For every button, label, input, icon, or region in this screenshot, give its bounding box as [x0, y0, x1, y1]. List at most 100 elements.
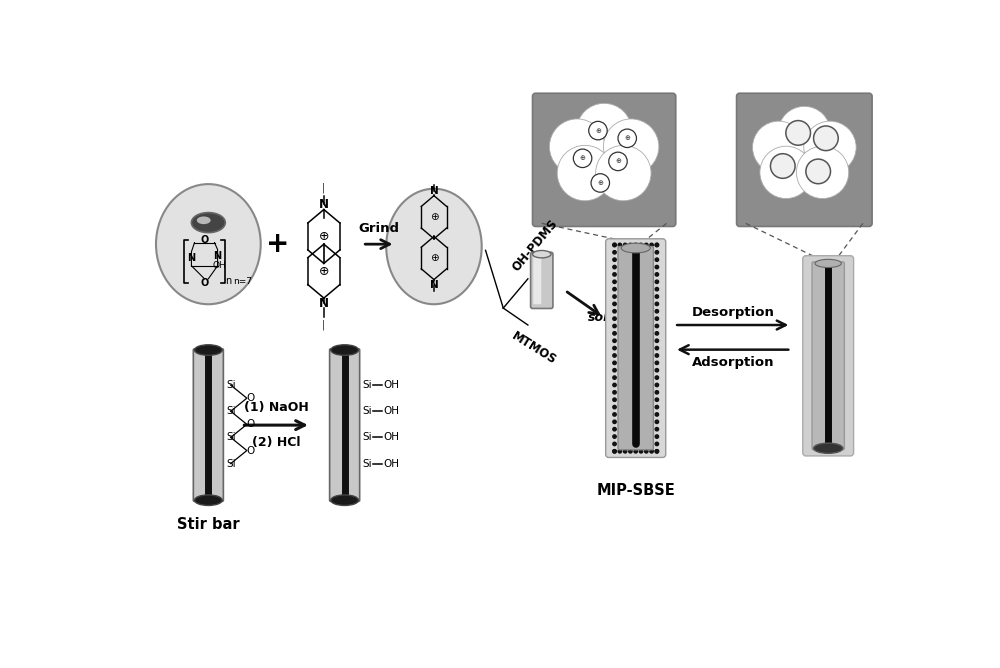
Text: ⊕: ⊕: [597, 180, 603, 186]
Circle shape: [613, 383, 616, 387]
Circle shape: [786, 121, 810, 145]
Circle shape: [655, 450, 659, 453]
Text: ⊕: ⊕: [624, 136, 630, 142]
Circle shape: [650, 243, 653, 246]
Text: Si: Si: [362, 380, 372, 390]
Circle shape: [645, 243, 648, 246]
FancyBboxPatch shape: [812, 262, 844, 450]
Text: Adsorption: Adsorption: [691, 356, 774, 369]
Circle shape: [639, 243, 643, 246]
Circle shape: [655, 325, 659, 328]
Text: OH: OH: [383, 459, 399, 469]
FancyBboxPatch shape: [618, 246, 653, 450]
Circle shape: [645, 450, 648, 453]
Circle shape: [655, 405, 659, 409]
Circle shape: [655, 369, 659, 372]
Circle shape: [618, 129, 636, 148]
Ellipse shape: [815, 259, 841, 267]
Ellipse shape: [156, 184, 261, 304]
Ellipse shape: [814, 443, 843, 454]
Text: N: N: [430, 186, 438, 196]
Text: OH: OH: [383, 432, 399, 442]
Text: Si: Si: [362, 432, 372, 442]
Circle shape: [655, 376, 659, 379]
Ellipse shape: [621, 243, 650, 253]
Circle shape: [655, 302, 659, 305]
Circle shape: [613, 369, 616, 372]
Circle shape: [629, 243, 632, 246]
Circle shape: [613, 295, 616, 298]
Circle shape: [655, 361, 659, 365]
Text: O: O: [247, 446, 255, 456]
Circle shape: [613, 309, 616, 313]
Circle shape: [613, 435, 616, 438]
Circle shape: [618, 450, 622, 453]
Text: ⊕: ⊕: [430, 212, 438, 222]
FancyBboxPatch shape: [803, 256, 854, 456]
Circle shape: [613, 287, 616, 291]
Circle shape: [655, 265, 659, 269]
Circle shape: [634, 450, 637, 453]
Circle shape: [609, 152, 627, 170]
Text: |: |: [322, 183, 325, 193]
Circle shape: [613, 450, 616, 453]
Text: Si: Si: [226, 406, 236, 416]
Text: Si: Si: [226, 432, 236, 442]
Text: ⊕: ⊕: [430, 253, 438, 263]
Circle shape: [655, 347, 659, 350]
Text: (1) NaOH: (1) NaOH: [244, 401, 308, 414]
Text: Si: Si: [362, 406, 372, 416]
Circle shape: [655, 413, 659, 416]
Circle shape: [613, 442, 616, 446]
FancyBboxPatch shape: [193, 349, 223, 502]
Text: O: O: [200, 278, 209, 288]
Text: +: +: [266, 230, 289, 258]
Circle shape: [655, 383, 659, 387]
Circle shape: [613, 428, 616, 431]
Text: N: N: [214, 250, 222, 261]
Circle shape: [613, 391, 616, 394]
Text: sol-gel: sol-gel: [588, 311, 635, 324]
Ellipse shape: [331, 345, 358, 355]
Circle shape: [655, 287, 659, 291]
Circle shape: [655, 280, 659, 283]
Circle shape: [613, 376, 616, 379]
Text: ⊕: ⊕: [319, 230, 329, 243]
Ellipse shape: [194, 345, 222, 355]
Circle shape: [753, 121, 805, 174]
Circle shape: [623, 450, 627, 453]
Circle shape: [557, 146, 613, 201]
Circle shape: [655, 243, 659, 246]
Circle shape: [655, 273, 659, 276]
Ellipse shape: [533, 250, 551, 258]
Text: ⊕: ⊕: [319, 265, 329, 278]
Circle shape: [650, 450, 653, 453]
Text: MTMOS: MTMOS: [509, 329, 559, 367]
Circle shape: [591, 174, 610, 192]
Text: |: |: [322, 319, 325, 330]
Circle shape: [806, 159, 831, 184]
Text: O: O: [247, 393, 255, 403]
Circle shape: [613, 317, 616, 321]
Text: N: N: [319, 297, 329, 310]
Circle shape: [655, 309, 659, 313]
Text: N: N: [319, 198, 329, 210]
Ellipse shape: [197, 216, 211, 224]
Text: n: n: [225, 276, 232, 286]
Ellipse shape: [386, 189, 482, 304]
Text: n=7: n=7: [233, 277, 252, 286]
Circle shape: [613, 250, 616, 254]
Circle shape: [655, 428, 659, 431]
Circle shape: [613, 420, 616, 424]
Circle shape: [814, 126, 838, 150]
Text: N: N: [187, 253, 195, 263]
Circle shape: [655, 243, 659, 246]
Circle shape: [623, 243, 627, 246]
Circle shape: [778, 106, 831, 159]
Text: Desorption: Desorption: [691, 306, 774, 319]
Ellipse shape: [194, 495, 222, 506]
Circle shape: [760, 146, 812, 198]
Circle shape: [796, 146, 849, 198]
Circle shape: [613, 243, 616, 246]
Circle shape: [655, 442, 659, 446]
